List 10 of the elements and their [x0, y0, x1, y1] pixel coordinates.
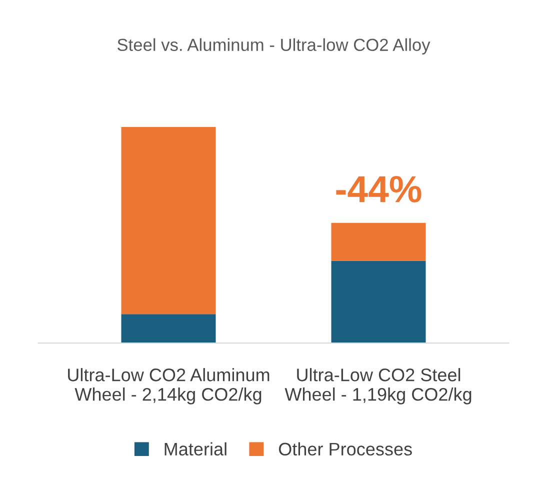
- legend-label: Material: [164, 442, 226, 456]
- bar: [331, 222, 426, 261]
- bar: [121, 314, 216, 344]
- x-tick-label: Ultra-Low CO2 Steel Wheel - 1,19kg CO2/kg: [284, 368, 472, 404]
- chart-title: Steel vs. Aluminum - Ultra-low CO2 Alloy: [118, 38, 430, 54]
- bar: [121, 126, 216, 314]
- legend-label: Other Processes: [278, 442, 412, 456]
- annotation: -44%: [336, 176, 422, 202]
- x-tick-label: Ultra-Low CO2 Aluminum Wheel - 2,14kg CO2/kg: [68, 368, 270, 404]
- bar: [331, 260, 426, 344]
